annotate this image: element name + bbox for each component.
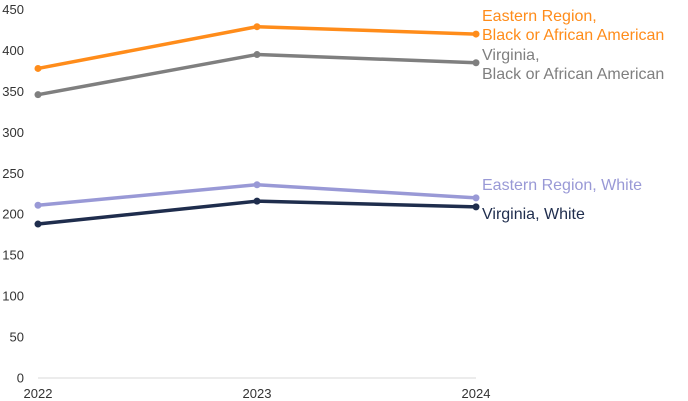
series-labels: Eastern Region, Black or African American… — [482, 8, 664, 223]
series-label: Virginia, White — [482, 206, 585, 223]
x-tick-label: 2023 — [243, 386, 272, 401]
y-tick-label: 50 — [10, 330, 24, 345]
data-point — [34, 201, 42, 209]
series-label: Eastern Region, Black or African American — [482, 8, 664, 44]
y-tick-label: 0 — [17, 371, 24, 386]
data-point — [253, 181, 261, 189]
data-point — [253, 51, 261, 59]
series-group — [34, 23, 480, 72]
y-tick-label: 100 — [2, 289, 24, 304]
data-point — [472, 203, 480, 211]
series-group — [34, 181, 480, 209]
series-group — [34, 51, 480, 99]
y-axis: 0 50 100 150 200 250 300 350 400 450 — [2, 2, 24, 386]
series-label: Eastern Region, White — [482, 177, 642, 194]
x-axis: 2022 2023 2024 — [24, 386, 491, 401]
series-lines — [34, 23, 480, 228]
data-point — [34, 91, 42, 99]
data-point — [34, 64, 42, 72]
series-label: Virginia, Black or African American — [482, 47, 664, 83]
y-tick-label: 350 — [2, 84, 24, 99]
y-tick-label: 200 — [2, 207, 24, 222]
data-point — [253, 197, 261, 205]
series-group — [34, 197, 480, 228]
data-point — [472, 59, 480, 67]
data-point — [472, 30, 480, 38]
series-line — [36, 24, 478, 71]
data-point — [253, 23, 261, 31]
data-point — [34, 220, 42, 228]
y-tick-label: 250 — [2, 166, 24, 181]
y-tick-label: 150 — [2, 248, 24, 263]
data-point — [472, 194, 480, 202]
y-tick-label: 300 — [2, 125, 24, 140]
y-tick-label: 450 — [2, 2, 24, 17]
series-line — [36, 52, 478, 97]
y-tick-label: 400 — [2, 43, 24, 58]
x-tick-label: 2022 — [24, 386, 53, 401]
x-tick-label: 2024 — [462, 386, 491, 401]
